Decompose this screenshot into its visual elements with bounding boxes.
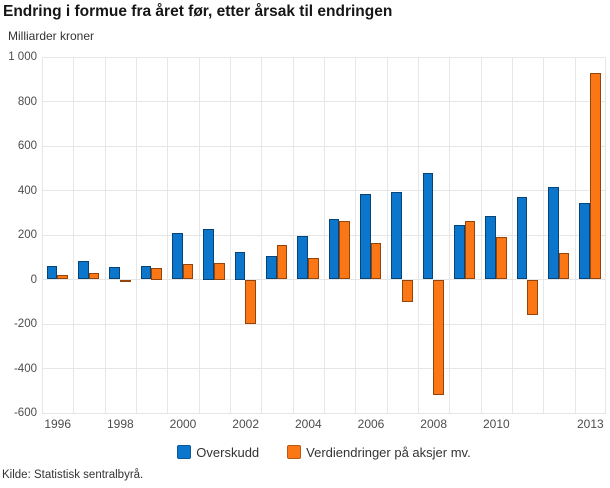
bar-overskudd-2010[interactable] [485, 216, 496, 280]
y-axis-tick-label: -200 [13, 318, 37, 330]
plot-area [42, 56, 606, 414]
bar-verdiendringer-2008[interactable] [433, 279, 444, 396]
y-axis-tick-label: 400 [17, 184, 37, 197]
legend: Overskudd Verdiendringer på aksjer mv. [42, 442, 606, 462]
y-axis-tick-label: -600 [13, 407, 37, 419]
bar-verdiendringer-2004[interactable] [307, 258, 319, 280]
gridline-vertical [261, 57, 263, 413]
gridline-vertical [42, 57, 43, 413]
bar-verdiendringer-2005[interactable] [339, 220, 350, 280]
bar-overskudd-1999[interactable] [140, 266, 152, 280]
x-axis-tick-label: 2002 [232, 417, 259, 431]
x-axis-tick-label: 2006 [357, 417, 385, 431]
gridline-vertical [480, 57, 482, 413]
x-axis-tick-label: 2013 [576, 417, 604, 431]
bar-overskudd-2001[interactable] [203, 229, 214, 280]
bar-overskudd-1998[interactable] [109, 267, 120, 280]
gridline-vertical [198, 57, 200, 413]
bar-overskudd-2013[interactable] [579, 202, 590, 280]
gridline-vertical [386, 57, 388, 413]
gridline-vertical [574, 57, 576, 413]
gridline-vertical [104, 57, 106, 413]
gridline-vertical [136, 57, 137, 413]
bar-verdiendringer-1996[interactable] [57, 275, 68, 280]
bar-overskudd-2007[interactable] [391, 191, 402, 280]
bar-overskudd-2004[interactable] [297, 236, 308, 280]
bar-overskudd-2012[interactable] [547, 187, 559, 280]
x-axis-tick-label: 1998 [106, 417, 134, 431]
bar-overskudd-1996[interactable] [46, 266, 58, 280]
y-axis-tick-label: 0 [30, 273, 37, 286]
bar-verdiendringer-2010[interactable] [495, 237, 507, 280]
gridline-vertical [230, 57, 231, 413]
x-axis-tick-label: 2004 [294, 417, 322, 431]
bar-overskudd-2008[interactable] [422, 172, 434, 280]
bar-verdiendringer-2007[interactable] [401, 279, 413, 302]
bar-overskudd-2006[interactable] [359, 193, 371, 280]
legend-swatch-overskudd [177, 445, 192, 459]
bar-verdiendringer-2012[interactable] [558, 252, 570, 280]
gridline-vertical [73, 57, 75, 413]
legend-item-overskudd[interactable]: Overskudd [177, 445, 259, 460]
x-axis-tick-label: 2000 [169, 417, 197, 431]
y-axis-tick-label: -400 [13, 362, 37, 375]
source-note: Kilde: Statistisk sentralbyrå. [2, 469, 144, 481]
bar-overskudd-2000[interactable] [171, 232, 183, 280]
bar-overskudd-2009[interactable] [453, 224, 465, 280]
bar-verdiendringer-1999[interactable] [151, 268, 162, 280]
legend-label-verdiendringer: Verdiendringer på aksjer mv. [306, 444, 471, 460]
y-axis-tick-label: 200 [17, 229, 37, 241]
bar-verdiendringer-2006[interactable] [370, 242, 382, 280]
x-axis-tick-label: 1996 [44, 417, 72, 431]
legend-label-overskudd: Overskudd [196, 444, 260, 460]
gridline-vertical [167, 57, 169, 413]
y-axis-tick-label: 600 [17, 140, 37, 152]
y-axis-tick-label: 1 000 [8, 51, 37, 63]
bar-overskudd-1997[interactable] [77, 260, 89, 280]
y-axis-tick-label: 800 [17, 95, 37, 108]
chart-title: Endring i formue fra året før, etter års… [3, 3, 393, 20]
bar-verdiendringer-2013[interactable] [589, 72, 601, 280]
gridline-vertical [605, 57, 606, 413]
x-axis-tick-label: 2010 [482, 417, 510, 431]
x-axis-labels: 1996 1998 2000 2002 2004 2006 2008 2010 2013 [42, 417, 606, 433]
x-axis-tick-label: 2008 [420, 417, 447, 431]
y-axis-unit-label: Milliarder kroner [8, 29, 95, 43]
bar-overskudd-2005[interactable] [328, 219, 340, 280]
bar-verdiendringer-2000[interactable] [182, 263, 194, 280]
gridline-vertical [292, 57, 294, 413]
gridline-vertical [543, 57, 545, 413]
bar-overskudd-2003[interactable] [265, 256, 277, 280]
bar-verdiendringer-1997[interactable] [88, 272, 100, 280]
bar-verdiendringer-2011[interactable] [527, 279, 538, 316]
gridline-horizontal [42, 412, 606, 414]
gridline-vertical [324, 57, 325, 413]
bar-verdiendringer-2003[interactable] [276, 245, 288, 280]
bar-verdiendringer-2002[interactable] [245, 279, 256, 324]
bar-verdiendringer-1998[interactable] [119, 279, 131, 282]
legend-swatch-verdiendringer [287, 445, 302, 459]
y-axis-labels: 1 000 800 600 400 200 0 -200 -400 -600 [0, 51, 37, 419]
bar-verdiendringer-2001[interactable] [213, 262, 225, 280]
gridline-vertical [449, 57, 451, 413]
bar-overskudd-2002[interactable] [234, 251, 246, 280]
bar-overskudd-2011[interactable] [516, 197, 528, 280]
gridline-vertical [355, 57, 357, 413]
gridline-vertical [512, 57, 513, 413]
legend-item-verdiendringer[interactable]: Verdiendringer på aksjer mv. [287, 445, 471, 460]
gridline-vertical [418, 57, 419, 413]
bar-verdiendringer-2009[interactable] [464, 220, 476, 280]
